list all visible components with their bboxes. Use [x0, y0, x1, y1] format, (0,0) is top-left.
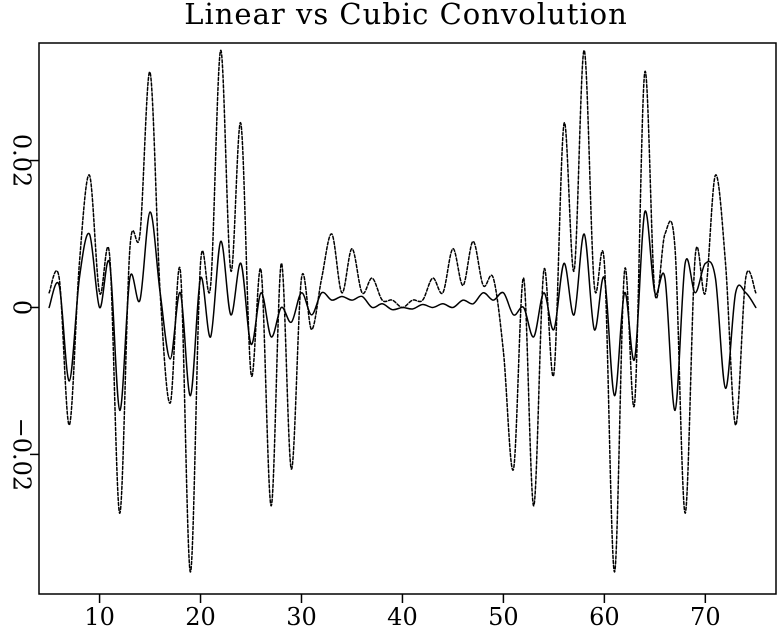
y-axis-tick-labels: −0.02 0 0.02 [8, 134, 36, 491]
y-tick-label: 0 [8, 300, 36, 315]
x-tick-label: 40 [387, 603, 418, 630]
x-tick-label: 70 [690, 603, 721, 630]
x-axis-ticks [98, 594, 707, 603]
series-line-solid [48, 210, 757, 412]
x-tick-label: 60 [589, 603, 620, 630]
chart-title: Linear vs Cubic Convolution [184, 0, 628, 31]
series-layer [48, 49, 757, 573]
y-tick-label: 0.02 [8, 134, 36, 187]
y-tick-label: −0.02 [8, 418, 36, 492]
x-tick-label: 50 [488, 603, 519, 630]
x-tick-label: 30 [286, 603, 317, 630]
plot-frame [38, 42, 777, 595]
x-tick-label: 10 [84, 603, 115, 630]
y-axis-ticks [30, 159, 39, 456]
x-axis-tick-labels: 10 20 30 40 50 60 70 [84, 603, 720, 630]
series-line-dashed [48, 49, 757, 573]
x-tick-label: 20 [185, 603, 216, 630]
